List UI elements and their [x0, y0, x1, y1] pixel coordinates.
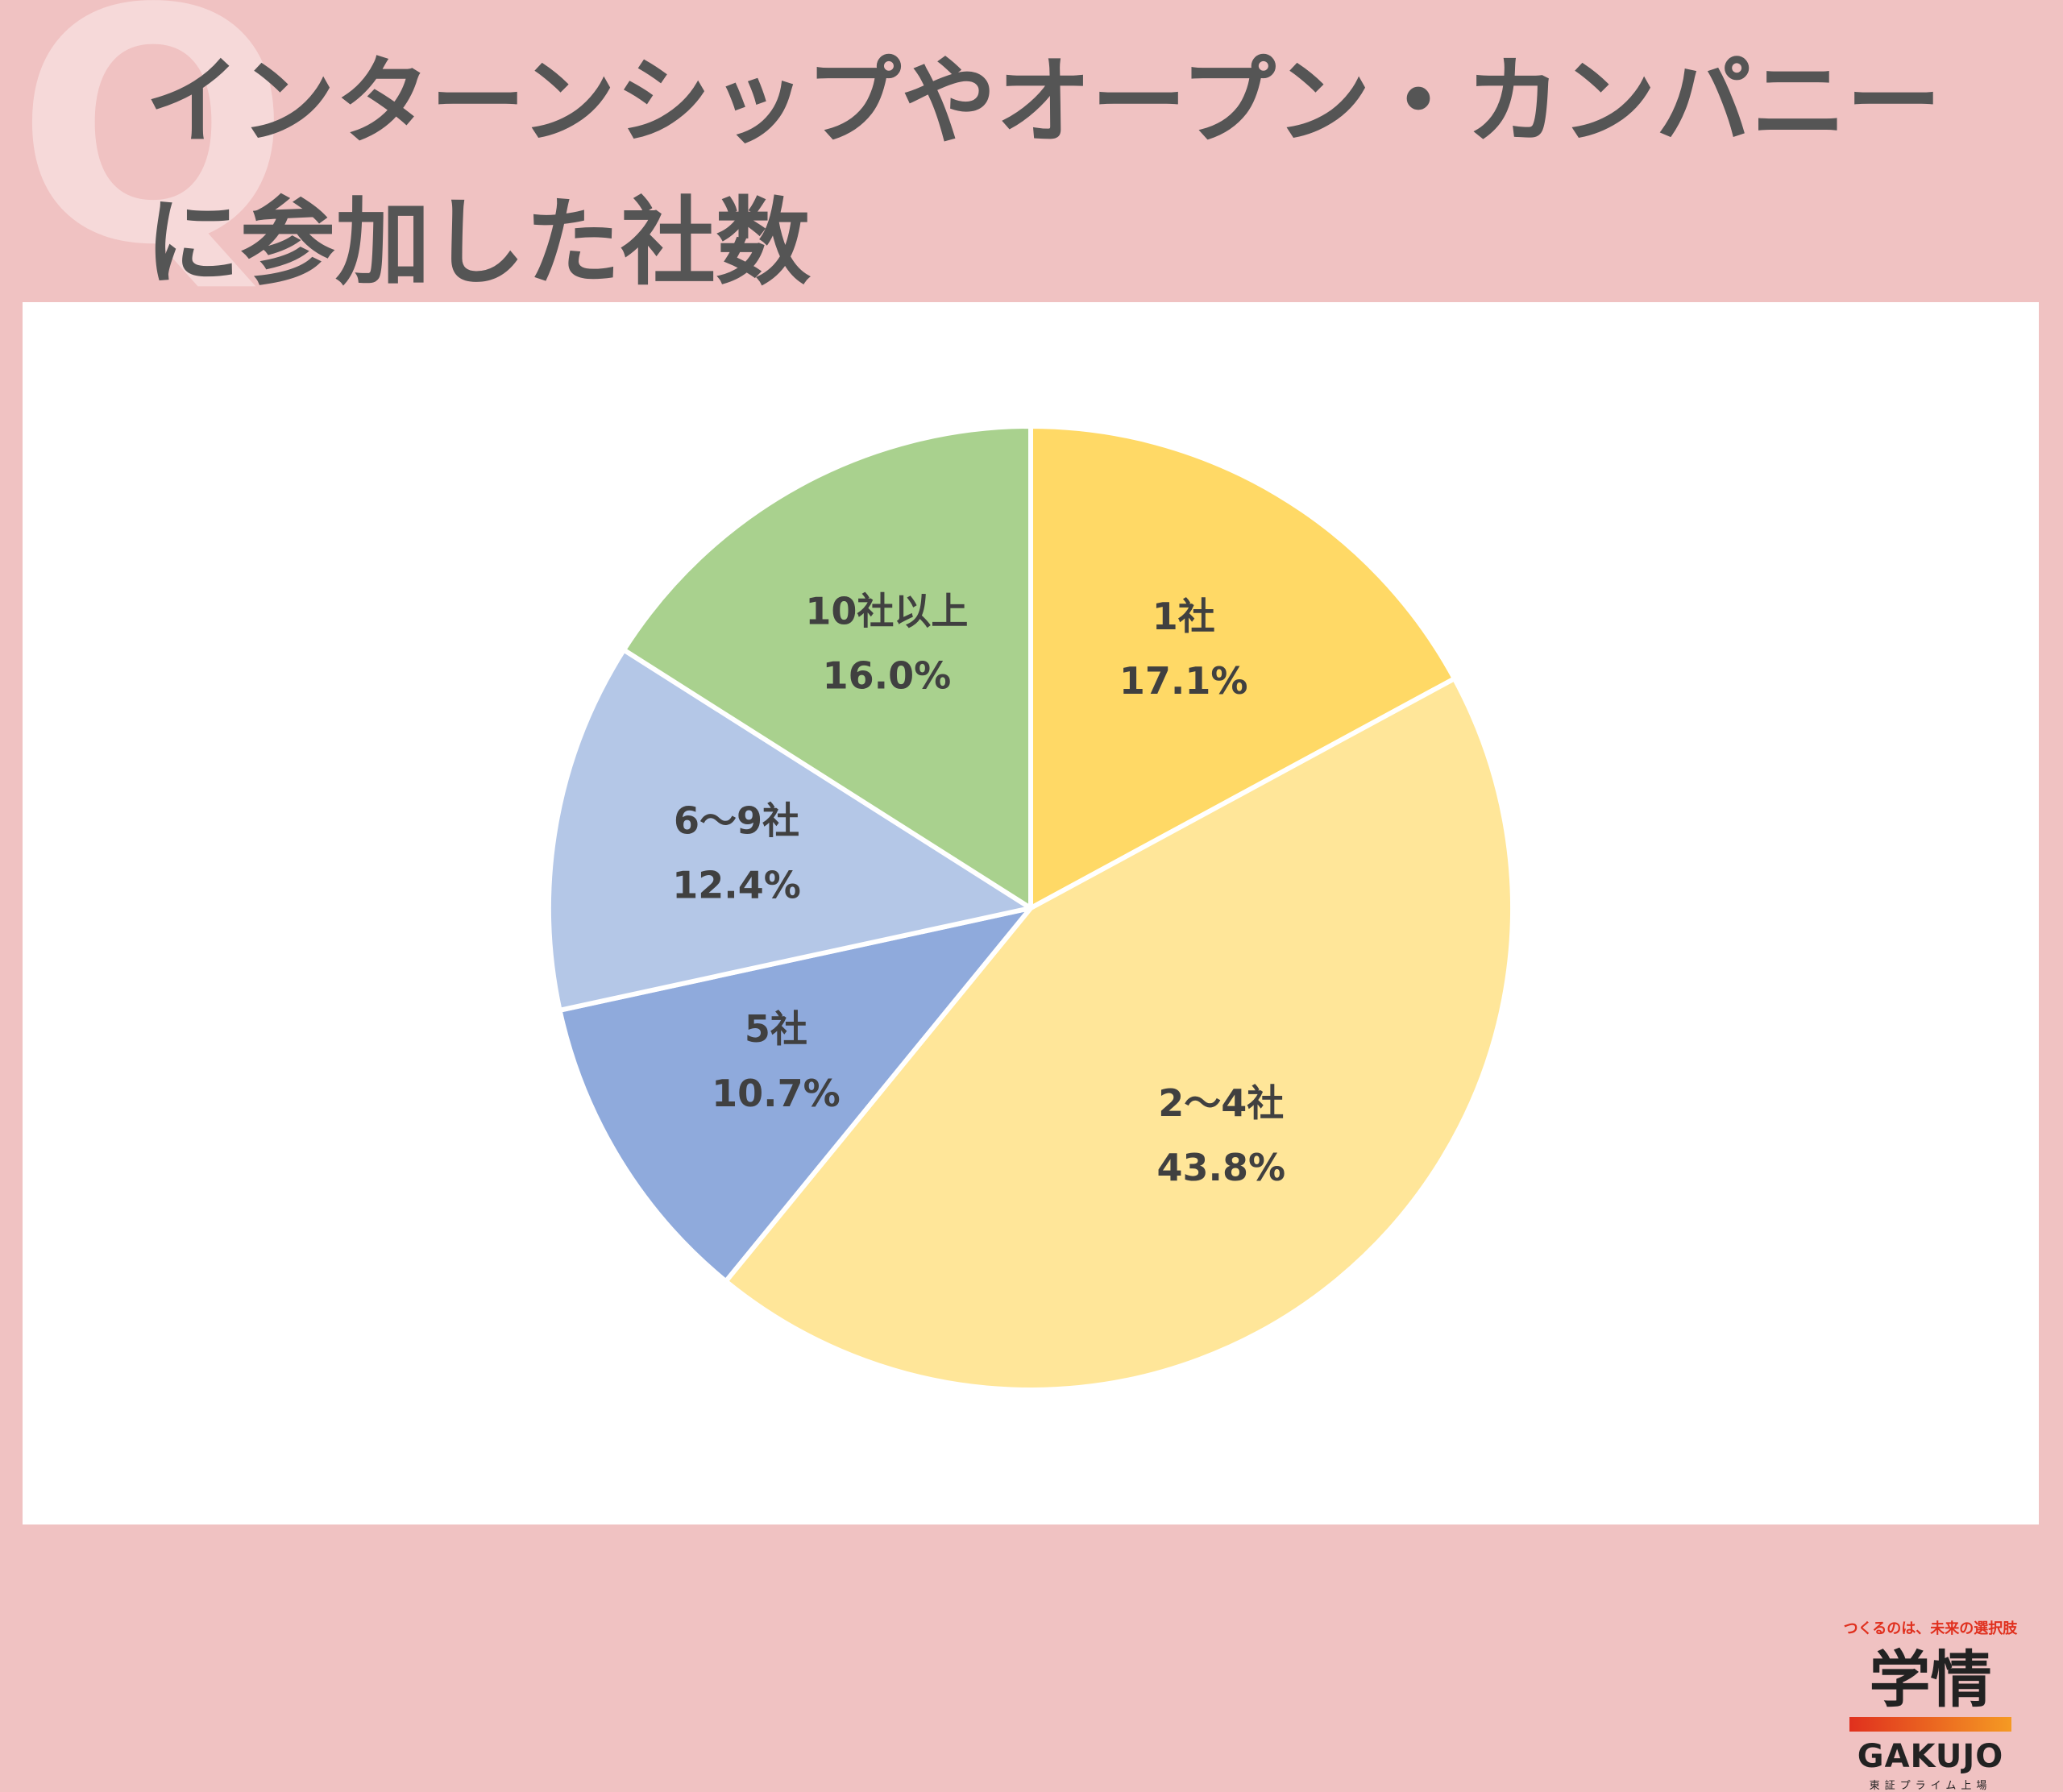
- slice-category-label-3: 6～9社: [674, 799, 799, 843]
- slice-category-label-2: 5社: [745, 1007, 807, 1051]
- logo-mark: 学情: [1869, 1644, 1992, 1715]
- logo-gradient-bar: [1849, 1716, 2011, 1732]
- slice-value-label-0: 17.1%: [1119, 659, 1248, 703]
- pie-slice-1: [723, 676, 1515, 1392]
- slice-category-label-1: 2～4社: [1158, 1081, 1284, 1125]
- page-title-line-2: に参加した社数: [145, 187, 812, 298]
- pie-slice-2: [557, 906, 1033, 1284]
- slice-category-label-0: 1社: [1152, 595, 1215, 638]
- logo-name-en: GAKUJO: [1857, 1737, 2004, 1775]
- logo-tagline: つくるのは、未来の選択肢: [1843, 1620, 2018, 1637]
- pie-slice-4: [621, 424, 1033, 911]
- slice-category-label-4: 10社以上: [805, 590, 968, 633]
- logo-subtitle: 東証プライム上場: [1869, 1779, 1992, 1792]
- page-title-line-1: インターンシップやオープン・カンパニー: [145, 46, 1942, 157]
- pie-chart: 1社 17.1% 2～4社 43.8% 5社 10.7% 6～9社 12.4% 10社以上 16.…: [546, 424, 1515, 1392]
- pie-slice-0: [1028, 424, 1457, 911]
- pie-slice-3: [546, 647, 1033, 1013]
- slice-value-label-4: 16.0%: [823, 654, 952, 698]
- slice-value-label-3: 12.4%: [672, 864, 801, 907]
- slice-value-label-1: 43.8%: [1157, 1146, 1286, 1189]
- q-watermark: Q: [16, 0, 291, 316]
- slice-value-label-2: 10.7%: [712, 1072, 841, 1115]
- gakujo-logo: つくるのは、未来の選択肢 学情 GAKUJO 東証プライム上場: [1840, 1617, 2021, 1792]
- chart-panel: 1社 17.1% 2～4社 43.8% 5社 10.7% 6～9社 12.4% 10社以上 16.…: [23, 302, 2039, 1792]
